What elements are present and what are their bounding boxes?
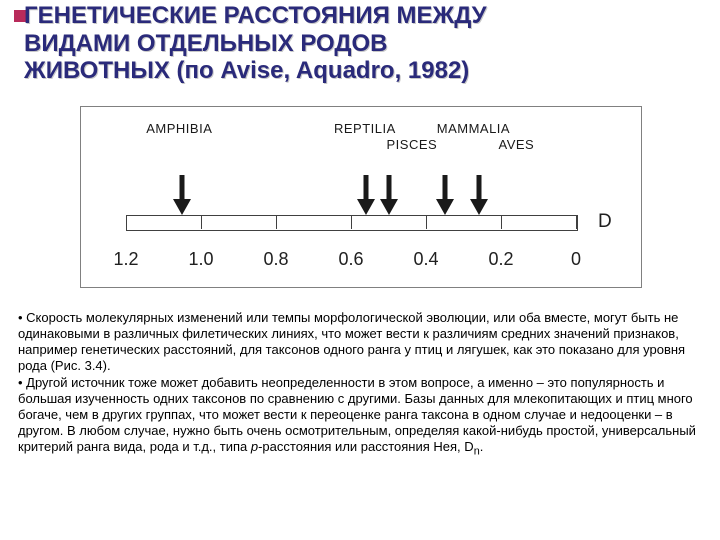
axis-tick xyxy=(126,215,127,229)
axis-tick-label: 0.4 xyxy=(406,249,446,270)
axis-tick xyxy=(351,215,352,229)
taxon-label: AMPHIBIA xyxy=(146,121,212,136)
taxon-arrow xyxy=(170,175,194,215)
axis-tick xyxy=(576,215,577,229)
axis-tick-label: 1.0 xyxy=(181,249,221,270)
title-line-2: ВИДАМИ ОТДЕЛЬНЫХ РОДОВ xyxy=(24,30,388,57)
body-paragraph: • Другой источник тоже может добавить не… xyxy=(18,375,706,458)
slide-title: ГЕНЕТИЧЕСКИЕ РАССТОЯНИЯ МЕЖДУ ВИДАМИ ОТД… xyxy=(24,2,704,85)
axis-tick-label: 0.8 xyxy=(256,249,296,270)
axis-tick xyxy=(426,215,427,229)
taxon-label: AVES xyxy=(499,137,535,152)
axis-tick xyxy=(276,215,277,229)
taxon-arrow xyxy=(433,175,457,215)
taxon-arrow xyxy=(354,175,378,215)
body-text: • Скорость молекулярных изменений или те… xyxy=(18,310,706,461)
taxon-label: MAMMALIA xyxy=(437,121,510,136)
axis-tick xyxy=(501,215,502,229)
taxon-label: PISCES xyxy=(387,137,438,152)
taxon-label: REPTILIA xyxy=(334,121,396,136)
taxon-arrow xyxy=(377,175,401,215)
axis-label-d: D xyxy=(598,211,612,233)
distance-chart: 1.2 1.0 0.8 0.6 0.4 0.2 0D AMPHIBIA REPTILIAPISC… xyxy=(80,106,642,288)
axis-tick-label: 1.2 xyxy=(106,249,146,270)
axis-tick xyxy=(201,215,202,229)
title-line-1: ГЕНЕТИЧЕСКИЕ РАССТОЯНИЯ МЕЖДУ xyxy=(24,2,487,29)
axis-tick-label: 0 xyxy=(556,249,596,270)
body-paragraph: • Скорость молекулярных изменений или те… xyxy=(18,310,706,373)
axis-tick-label: 0.2 xyxy=(481,249,521,270)
title-line-3: ЖИВОТНЫХ (по Avise, Aquadro, 1982) xyxy=(24,57,469,84)
x-axis xyxy=(126,215,578,231)
taxon-arrow xyxy=(467,175,491,215)
axis-tick-label: 0.6 xyxy=(331,249,371,270)
